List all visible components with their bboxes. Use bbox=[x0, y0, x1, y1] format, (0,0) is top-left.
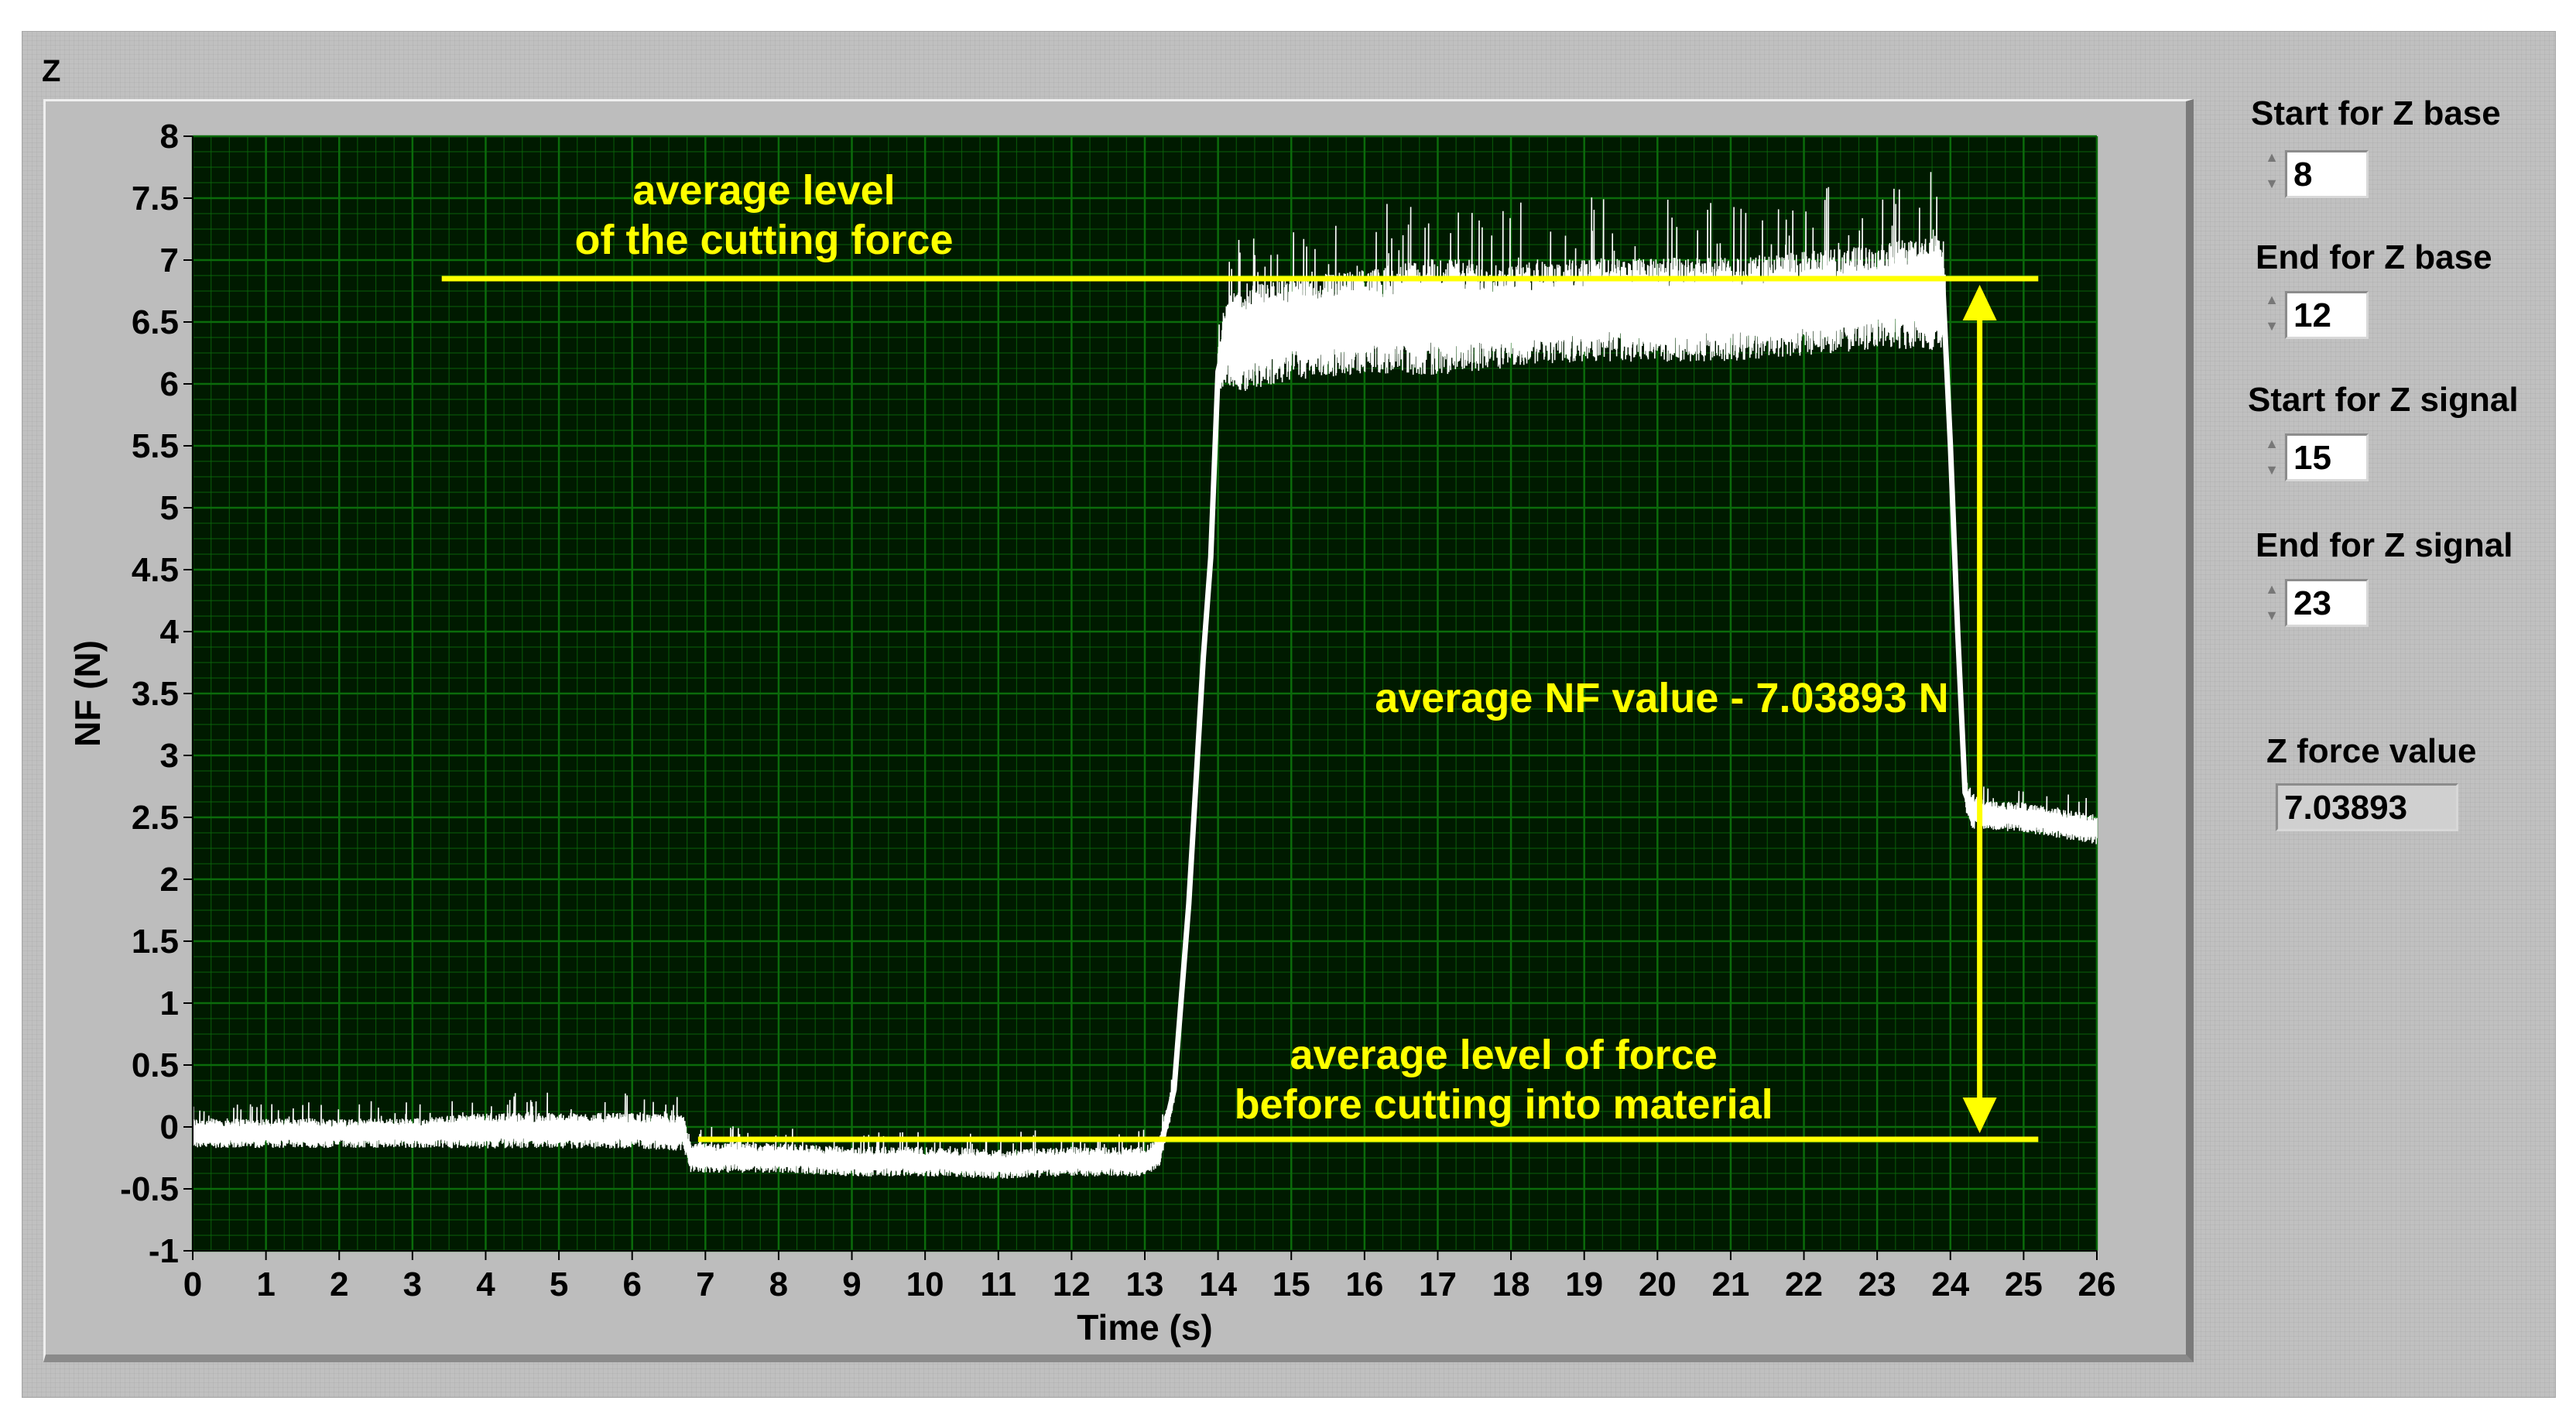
x-tick-label: 16 bbox=[1345, 1265, 1383, 1303]
x-tick-label: 25 bbox=[2005, 1265, 2043, 1303]
x-tick-label: 13 bbox=[1126, 1265, 1164, 1303]
end-z-base-label: End for Z base bbox=[2256, 238, 2492, 276]
x-tick-label: 11 bbox=[981, 1265, 1017, 1303]
y-tick-label: 5.5 bbox=[132, 427, 179, 465]
signal-mean bbox=[193, 288, 2098, 1167]
y-tick-label: -1 bbox=[149, 1232, 179, 1270]
y-tick-label: 4 bbox=[160, 613, 180, 651]
arrow-head-down bbox=[1962, 1098, 1997, 1133]
y-tick-label: 5 bbox=[160, 489, 179, 527]
x-tick-label: 21 bbox=[1711, 1265, 1749, 1303]
x-tick-label: 12 bbox=[1053, 1265, 1091, 1303]
arrow-annotation: average NF value - 7.03893 N bbox=[1375, 675, 1948, 721]
start-z-signal-input[interactable]: 15 bbox=[2285, 433, 2369, 481]
x-tick-label: 4 bbox=[476, 1265, 495, 1303]
y-tick-label: 3 bbox=[160, 737, 179, 775]
y-tick-label: 4.5 bbox=[132, 551, 179, 589]
end-z-base-input[interactable]: 12 bbox=[2285, 291, 2369, 339]
end-z-signal-label: End for Z signal bbox=[2256, 526, 2513, 564]
end-z-signal-input[interactable]: 23 bbox=[2285, 579, 2369, 627]
y-axis-label: NF (N) bbox=[67, 640, 108, 747]
bottom-annotation-line1: average level of force bbox=[1290, 1032, 1717, 1078]
top-annotation-line1: average level bbox=[632, 167, 895, 214]
x-tick-label: 6 bbox=[622, 1265, 641, 1303]
start-z-signal-label: Start for Z signal bbox=[2248, 381, 2519, 419]
x-tick-label: 9 bbox=[842, 1265, 861, 1303]
bottom-annotation-line2: before cutting into material bbox=[1235, 1081, 1773, 1128]
y-tick-label: 8 bbox=[160, 118, 179, 156]
x-tick-label: 15 bbox=[1273, 1265, 1310, 1303]
x-tick-label: 26 bbox=[2078, 1265, 2116, 1303]
axes: 0 1 2 3 4 5 6 7 8 9 10 11 12 13 14 15 16 17 18 19 20 21 22 23 24… bbox=[120, 118, 2115, 1303]
x-tick-label: 0 bbox=[183, 1265, 202, 1303]
y-tick-label: 6 bbox=[160, 365, 179, 403]
x-tick-label: 20 bbox=[1639, 1265, 1677, 1303]
x-tick-label: 5 bbox=[550, 1265, 568, 1303]
end-z-signal-spinner[interactable]: ▲ ▼ bbox=[2265, 581, 2279, 623]
y-tick-label: 2.5 bbox=[132, 799, 179, 837]
y-tick-label: 2 bbox=[160, 861, 179, 899]
annotations: average level of the cutting force avera… bbox=[441, 167, 2039, 1142]
signal bbox=[192, 172, 2098, 1179]
graph-title: Z bbox=[42, 54, 61, 88]
y-tick-label: 1.5 bbox=[132, 923, 179, 961]
y-tick-label: 6.5 bbox=[132, 303, 179, 341]
x-tick-label: 18 bbox=[1492, 1265, 1530, 1303]
z-force-value-label: Z force value bbox=[2266, 732, 2477, 770]
y-tick-label: 3.5 bbox=[132, 675, 179, 713]
arrow-head-up bbox=[1962, 285, 1997, 320]
start-z-signal-spinner[interactable]: ▲ ▼ bbox=[2265, 436, 2279, 478]
x-tick-label: 14 bbox=[1199, 1265, 1237, 1303]
x-tick-label: 10 bbox=[906, 1265, 944, 1303]
top-annotation-line2: of the cutting force bbox=[575, 217, 954, 263]
start-z-base-spinner[interactable]: ▲ ▼ bbox=[2265, 149, 2279, 191]
x-tick-label: 2 bbox=[330, 1265, 348, 1303]
end-z-base-spinner[interactable]: ▲ ▼ bbox=[2265, 292, 2279, 334]
x-tick-label: 1 bbox=[256, 1265, 275, 1303]
x-tick-label: 19 bbox=[1565, 1265, 1603, 1303]
z-force-value-display: 7.03893 bbox=[2276, 783, 2458, 831]
chart-svg: average level of the cutting force avera… bbox=[67, 118, 2115, 1348]
x-tick-label: 23 bbox=[1858, 1265, 1896, 1303]
x-tick-label: 24 bbox=[1931, 1265, 1969, 1303]
y-tick-label: 7.5 bbox=[132, 180, 179, 217]
x-tick-label: 17 bbox=[1419, 1265, 1457, 1303]
x-tick-label: 3 bbox=[403, 1265, 422, 1303]
start-z-base-label: Start for Z base bbox=[2251, 94, 2501, 132]
y-tick-label: 7 bbox=[160, 241, 179, 279]
x-tick-label: 7 bbox=[696, 1265, 714, 1303]
y-tick-label: 0 bbox=[160, 1108, 179, 1146]
x-tick-label: 22 bbox=[1785, 1265, 1823, 1303]
y-tick-label: 1 bbox=[160, 985, 179, 1022]
x-axis-label: Time (s) bbox=[1077, 1307, 1213, 1348]
start-z-base-input[interactable]: 8 bbox=[2285, 150, 2369, 198]
waveform-graph: average level of the cutting force avera… bbox=[43, 99, 2194, 1362]
y-tick-label: 0.5 bbox=[132, 1046, 179, 1084]
x-tick-label: 8 bbox=[769, 1265, 788, 1303]
y-tick-label: -0.5 bbox=[120, 1170, 179, 1208]
